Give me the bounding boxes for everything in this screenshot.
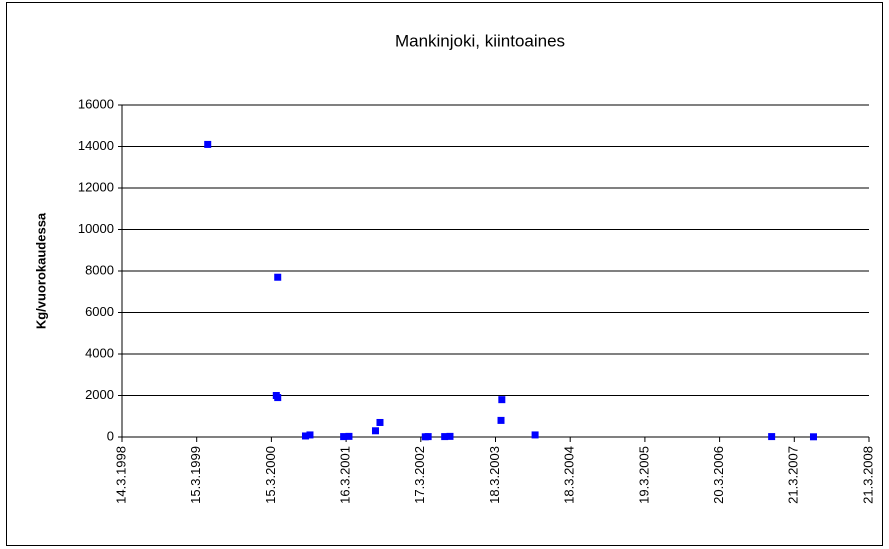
x-tick-label: 15.3.2000 — [263, 446, 278, 504]
x-tick-label: 21.3.2008 — [860, 446, 875, 504]
y-axis-label: Kg/vuorokaudessa — [33, 212, 48, 329]
point — [497, 416, 505, 424]
x-tick-label: 15.3.1999 — [188, 446, 203, 504]
point — [531, 431, 539, 439]
point — [446, 432, 454, 440]
x-tick-label: 14.3.1998 — [113, 446, 128, 504]
point — [204, 140, 212, 148]
y-tick-label: 0 — [107, 428, 114, 443]
point — [441, 433, 449, 441]
point — [498, 396, 506, 404]
point — [371, 427, 379, 435]
point — [768, 433, 776, 441]
x-tick-label: 17.3.2002 — [412, 446, 427, 504]
x-tick-label: 18.3.2004 — [562, 446, 577, 504]
y-tick-label: 14000 — [78, 138, 114, 153]
point — [376, 418, 384, 426]
y-tick-label: 2000 — [85, 387, 114, 402]
y-tick-label: 16000 — [78, 96, 114, 111]
point — [345, 432, 353, 440]
x-tick-label: 21.3.2007 — [786, 446, 801, 504]
y-tick-label: 6000 — [85, 304, 114, 319]
point — [809, 433, 817, 441]
y-tick-label: 4000 — [85, 345, 114, 360]
y-tick-label: 10000 — [78, 221, 114, 236]
point — [274, 394, 282, 402]
y-tick-label: 12000 — [78, 179, 114, 194]
point — [306, 431, 314, 439]
point — [274, 273, 282, 281]
chart-title: Mankinjoki, kiintoaines — [395, 31, 565, 50]
x-tick-label: 19.3.2005 — [636, 446, 651, 504]
point — [424, 433, 432, 441]
point — [340, 433, 348, 441]
x-tick-label: 16.3.2001 — [338, 446, 353, 504]
chart-border — [6, 2, 883, 546]
y-tick-label: 8000 — [85, 262, 114, 277]
x-tick-label: 18.3.2003 — [487, 446, 502, 504]
x-tick-label: 20.3.2006 — [711, 446, 726, 504]
point — [301, 432, 309, 440]
